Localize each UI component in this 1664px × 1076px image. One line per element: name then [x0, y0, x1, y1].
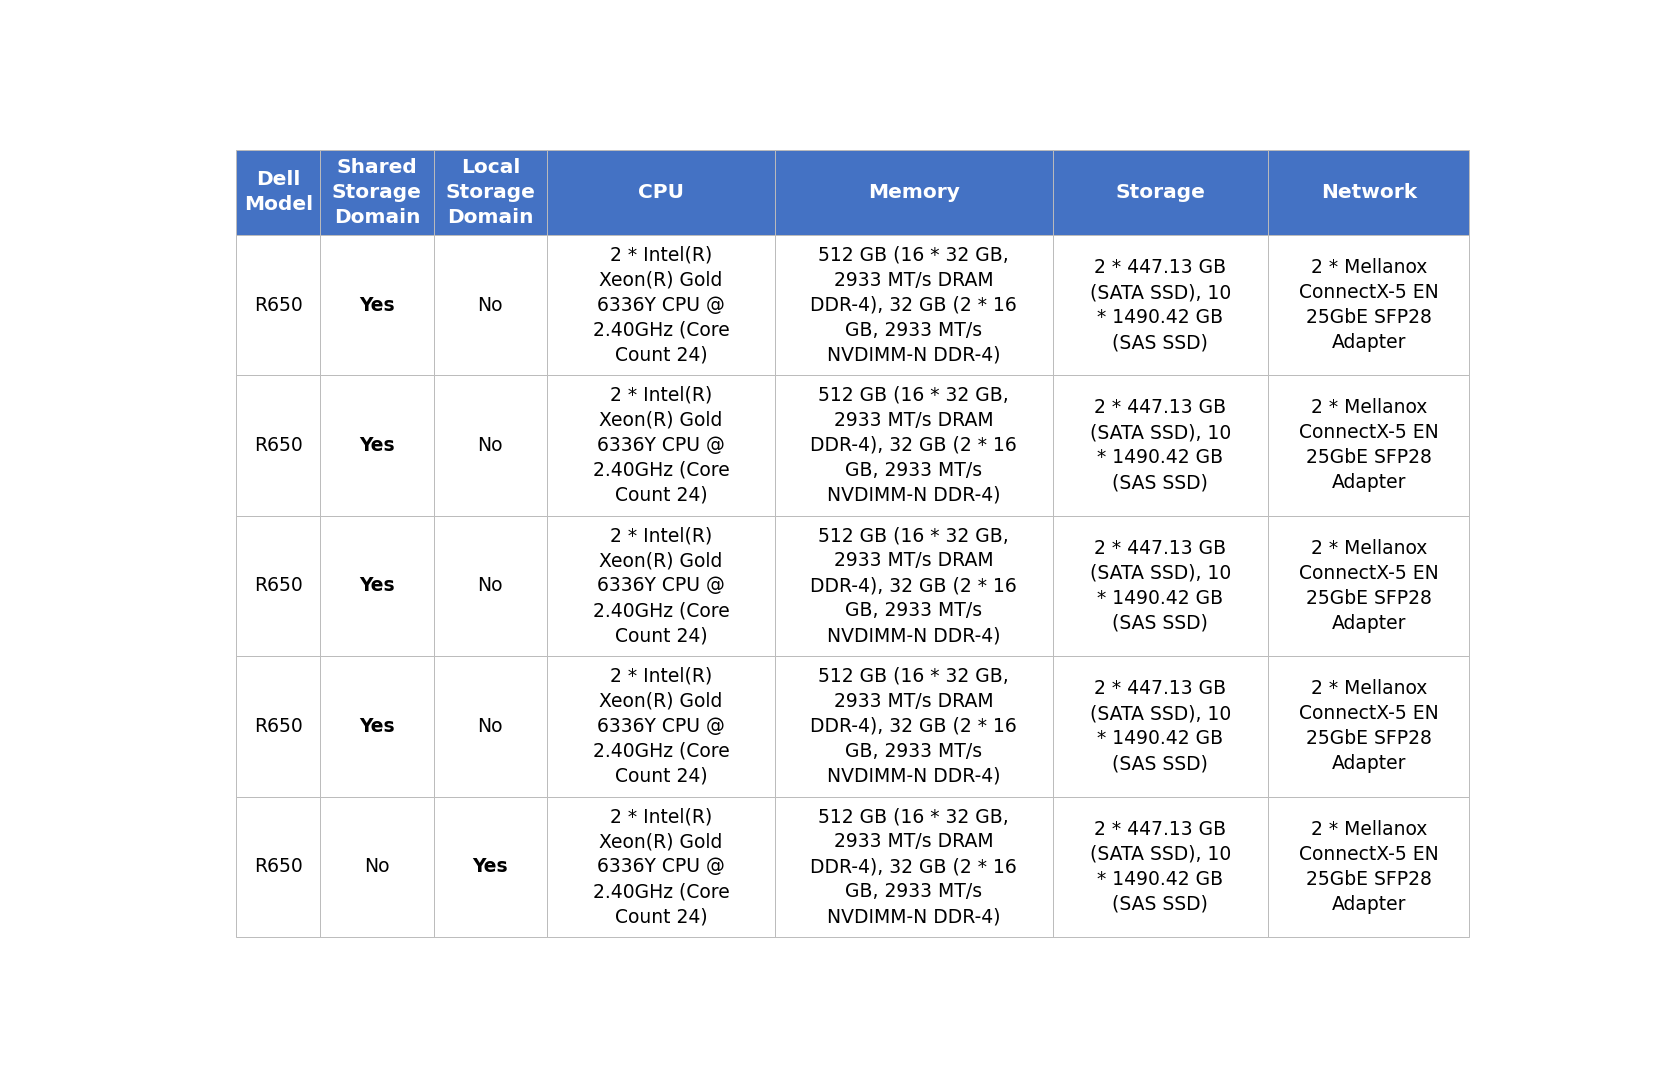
- Bar: [775, 796, 1053, 937]
- Bar: [1053, 515, 1268, 656]
- Bar: [434, 376, 547, 515]
- Bar: [1053, 656, 1268, 796]
- Bar: [236, 376, 319, 515]
- Bar: [236, 656, 319, 796]
- Bar: [1268, 150, 1469, 235]
- Text: Storage: Storage: [1115, 183, 1205, 202]
- Text: No: No: [364, 858, 389, 876]
- Text: R650: R650: [255, 717, 303, 736]
- Bar: [1268, 376, 1469, 515]
- Text: 2 * Intel(R)
Xeon(R) Gold
6336Y CPU @
2.40GHz (Core
Count 24): 2 * Intel(R) Xeon(R) Gold 6336Y CPU @ 2.…: [592, 807, 729, 926]
- Bar: [236, 515, 319, 656]
- Text: 512 GB (16 * 32 GB,
2933 MT/s DRAM
DDR-4), 32 GB (2 * 16
GB, 2933 MT/s
NVDIMM-N : 512 GB (16 * 32 GB, 2933 MT/s DRAM DDR-4…: [810, 386, 1017, 505]
- Bar: [547, 515, 775, 656]
- Text: 2 * Intel(R)
Xeon(R) Gold
6336Y CPU @
2.40GHz (Core
Count 24): 2 * Intel(R) Xeon(R) Gold 6336Y CPU @ 2.…: [592, 667, 729, 785]
- Text: 2 * Mellanox
ConnectX-5 EN
25GbE SFP28
Adapter: 2 * Mellanox ConnectX-5 EN 25GbE SFP28 A…: [1300, 539, 1439, 633]
- Bar: [1053, 235, 1268, 376]
- Bar: [434, 796, 547, 937]
- Text: 2 * Intel(R)
Xeon(R) Gold
6336Y CPU @
2.40GHz (Core
Count 24): 2 * Intel(R) Xeon(R) Gold 6336Y CPU @ 2.…: [592, 386, 729, 505]
- Bar: [547, 656, 775, 796]
- Text: 512 GB (16 * 32 GB,
2933 MT/s DRAM
DDR-4), 32 GB (2 * 16
GB, 2933 MT/s
NVDIMM-N : 512 GB (16 * 32 GB, 2933 MT/s DRAM DDR-4…: [810, 667, 1017, 785]
- Bar: [1053, 376, 1268, 515]
- Text: Memory: Memory: [869, 183, 960, 202]
- Bar: [319, 656, 434, 796]
- Text: No: No: [478, 436, 503, 455]
- Text: R650: R650: [255, 296, 303, 314]
- Text: 2 * 447.13 GB
(SATA SSD), 10
* 1490.42 GB
(SAS SSD): 2 * 447.13 GB (SATA SSD), 10 * 1490.42 G…: [1090, 539, 1231, 633]
- Bar: [434, 656, 547, 796]
- Text: 2 * 447.13 GB
(SATA SSD), 10
* 1490.42 GB
(SAS SSD): 2 * 447.13 GB (SATA SSD), 10 * 1490.42 G…: [1090, 398, 1231, 493]
- Bar: [775, 235, 1053, 376]
- Bar: [236, 150, 319, 235]
- Bar: [236, 796, 319, 937]
- Bar: [1053, 796, 1268, 937]
- Text: R650: R650: [255, 436, 303, 455]
- Text: 2 * Intel(R)
Xeon(R) Gold
6336Y CPU @
2.40GHz (Core
Count 24): 2 * Intel(R) Xeon(R) Gold 6336Y CPU @ 2.…: [592, 526, 729, 646]
- Text: 512 GB (16 * 32 GB,
2933 MT/s DRAM
DDR-4), 32 GB (2 * 16
GB, 2933 MT/s
NVDIMM-N : 512 GB (16 * 32 GB, 2933 MT/s DRAM DDR-4…: [810, 245, 1017, 365]
- Bar: [775, 150, 1053, 235]
- Bar: [547, 796, 775, 937]
- Text: 2 * Mellanox
ConnectX-5 EN
25GbE SFP28
Adapter: 2 * Mellanox ConnectX-5 EN 25GbE SFP28 A…: [1300, 398, 1439, 493]
- Bar: [547, 150, 775, 235]
- Bar: [319, 376, 434, 515]
- Text: 2 * 447.13 GB
(SATA SSD), 10
* 1490.42 GB
(SAS SSD): 2 * 447.13 GB (SATA SSD), 10 * 1490.42 G…: [1090, 820, 1231, 914]
- Bar: [1053, 150, 1268, 235]
- Bar: [1268, 515, 1469, 656]
- Text: Yes: Yes: [473, 858, 508, 876]
- Text: No: No: [478, 717, 503, 736]
- Text: 2 * 447.13 GB
(SATA SSD), 10
* 1490.42 GB
(SAS SSD): 2 * 447.13 GB (SATA SSD), 10 * 1490.42 G…: [1090, 258, 1231, 352]
- Text: Yes: Yes: [359, 717, 394, 736]
- Bar: [319, 235, 434, 376]
- Text: 2 * Intel(R)
Xeon(R) Gold
6336Y CPU @
2.40GHz (Core
Count 24): 2 * Intel(R) Xeon(R) Gold 6336Y CPU @ 2.…: [592, 245, 729, 365]
- Text: 2 * Mellanox
ConnectX-5 EN
25GbE SFP28
Adapter: 2 * Mellanox ConnectX-5 EN 25GbE SFP28 A…: [1300, 679, 1439, 774]
- Text: 2 * Mellanox
ConnectX-5 EN
25GbE SFP28
Adapter: 2 * Mellanox ConnectX-5 EN 25GbE SFP28 A…: [1300, 820, 1439, 914]
- Bar: [775, 656, 1053, 796]
- Bar: [236, 235, 319, 376]
- Bar: [775, 515, 1053, 656]
- Text: CPU: CPU: [637, 183, 684, 202]
- Text: No: No: [478, 577, 503, 595]
- Text: No: No: [478, 296, 503, 314]
- Bar: [1268, 656, 1469, 796]
- Text: 512 GB (16 * 32 GB,
2933 MT/s DRAM
DDR-4), 32 GB (2 * 16
GB, 2933 MT/s
NVDIMM-N : 512 GB (16 * 32 GB, 2933 MT/s DRAM DDR-4…: [810, 526, 1017, 646]
- Bar: [319, 150, 434, 235]
- Bar: [547, 235, 775, 376]
- Text: 512 GB (16 * 32 GB,
2933 MT/s DRAM
DDR-4), 32 GB (2 * 16
GB, 2933 MT/s
NVDIMM-N : 512 GB (16 * 32 GB, 2933 MT/s DRAM DDR-4…: [810, 807, 1017, 926]
- Text: R650: R650: [255, 858, 303, 876]
- Bar: [319, 796, 434, 937]
- Text: Local
Storage
Domain: Local Storage Domain: [446, 158, 536, 227]
- Text: 2 * Mellanox
ConnectX-5 EN
25GbE SFP28
Adapter: 2 * Mellanox ConnectX-5 EN 25GbE SFP28 A…: [1300, 258, 1439, 352]
- Text: Network: Network: [1321, 183, 1416, 202]
- Bar: [319, 515, 434, 656]
- Text: Yes: Yes: [359, 436, 394, 455]
- Bar: [1268, 796, 1469, 937]
- Bar: [434, 150, 547, 235]
- Text: 2 * 447.13 GB
(SATA SSD), 10
* 1490.42 GB
(SAS SSD): 2 * 447.13 GB (SATA SSD), 10 * 1490.42 G…: [1090, 679, 1231, 774]
- Bar: [775, 376, 1053, 515]
- Bar: [434, 235, 547, 376]
- Text: Shared
Storage
Domain: Shared Storage Domain: [333, 158, 423, 227]
- Text: Yes: Yes: [359, 577, 394, 595]
- Text: R650: R650: [255, 577, 303, 595]
- Bar: [547, 376, 775, 515]
- Text: Yes: Yes: [359, 296, 394, 314]
- Bar: [1268, 235, 1469, 376]
- Text: Dell
Model: Dell Model: [243, 170, 313, 214]
- Bar: [434, 515, 547, 656]
